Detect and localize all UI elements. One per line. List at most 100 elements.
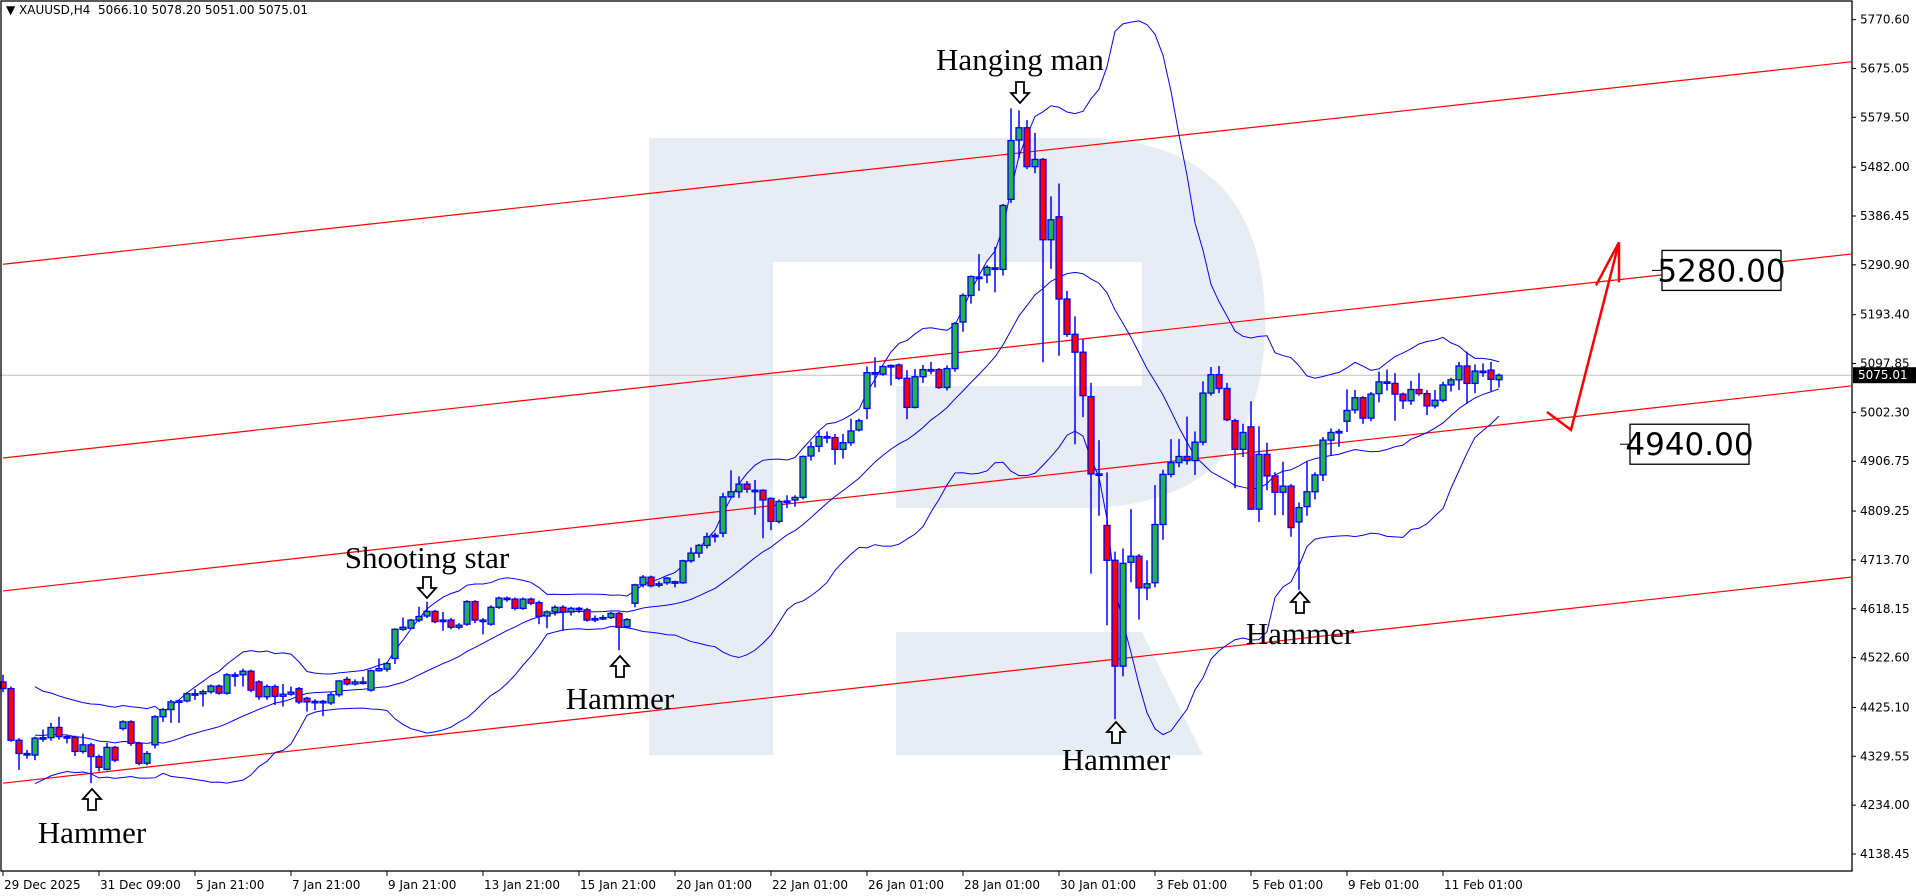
candle [1167,439,1175,478]
channel-line [2,61,1852,265]
bear-candle-body [471,601,479,621]
candle [887,364,895,386]
bear-candle-body [559,606,567,613]
bull-candle-body [1047,219,1055,241]
bull-candle-body [727,491,735,498]
annotation-label: Hanging man [936,42,1104,77]
candle [815,431,823,452]
candle [311,699,319,711]
bull-candle-body [487,606,495,625]
bull-candle-body [1471,370,1479,385]
candle [1015,110,1023,158]
bull-candle-body [143,752,151,764]
arrow-down-icon [1008,81,1032,105]
bull-candle-body [599,616,607,620]
bull-candle-body [159,708,167,718]
bear-candle-body [1071,333,1079,353]
annotation-label: Hammer [1062,742,1171,777]
bull-candle-body [399,626,407,630]
candle [1431,390,1439,409]
bull-candle-body [927,368,935,372]
candle [599,614,607,621]
candle [983,265,991,284]
watermark-bowl [773,138,1265,508]
candle [1207,367,1215,396]
candle [271,684,279,705]
candle [87,742,95,784]
bull-candle-body [327,694,335,704]
bull-candle-body [1303,491,1311,508]
bear-candle-body [1103,524,1111,561]
candle [799,455,807,500]
candle [1327,428,1335,455]
bull-candle-body [607,612,615,619]
bull-candle-body [479,619,487,623]
candle [151,715,159,749]
candle [871,357,879,388]
candle [1239,423,1247,458]
bear-candle-body [615,612,623,628]
y-tick-label: 5579.50 [1860,110,1910,124]
candle [39,729,47,742]
bear-candle-body [303,697,311,703]
bull-candle-body [191,693,199,696]
candle [359,676,367,685]
candle [1399,392,1407,409]
bear-candle-body [0,681,7,690]
candle [1423,390,1431,416]
candle [55,716,63,740]
bull-candle-body [1375,381,1383,395]
collapse-triangle-icon[interactable]: ▼ [6,3,20,17]
candle [1079,339,1087,418]
x-tick-label: 9 Jan 21:00 [388,878,456,892]
bull-candle-body [1239,431,1247,450]
bull-candle-body [391,628,399,660]
candle [175,699,183,723]
candle [551,605,559,616]
candle [295,687,303,704]
candle [591,615,599,623]
candle [1047,196,1055,269]
bull-candle-body [1407,388,1415,402]
bull-candle-body [1007,139,1015,200]
bull-candle-body [1119,562,1127,667]
candle [375,658,383,672]
candle [1151,485,1159,588]
bull-candle-body [703,536,711,547]
bear-candle-body [215,685,223,694]
candle [1223,382,1231,422]
y-tick-label: 5290.90 [1860,258,1910,272]
candle [15,738,23,770]
bear-candle-body [903,377,911,409]
candle [1023,120,1031,170]
candle [1343,389,1351,432]
candle [679,559,687,584]
candle [1135,554,1143,620]
annotation-label: Hammer [566,681,675,716]
bull-candle-body [791,496,799,501]
x-tick-label: 31 Dec 09:00 [100,878,181,892]
y-tick-label: 5002.30 [1860,405,1910,419]
bull-candle-body [263,685,271,698]
bull-candle-body [183,693,191,702]
bull-candle-body [815,435,823,447]
candle [943,365,951,391]
bear-candle-body [71,736,79,753]
candle [671,580,679,588]
candle [951,322,959,372]
bull-candle-body [495,597,503,608]
bull-candle-body [1295,506,1303,523]
candle [215,684,223,695]
bull-candle-body [383,662,391,670]
bull-candle-body [1191,441,1199,462]
bear-candle-body [575,607,583,611]
bull-candle-body [1335,430,1343,434]
candle [535,600,543,625]
candle [583,607,591,622]
candle [519,597,527,610]
bull-candle-body [991,267,999,271]
candle [471,600,479,624]
x-tick-label: 5 Jan 21:00 [196,878,264,892]
